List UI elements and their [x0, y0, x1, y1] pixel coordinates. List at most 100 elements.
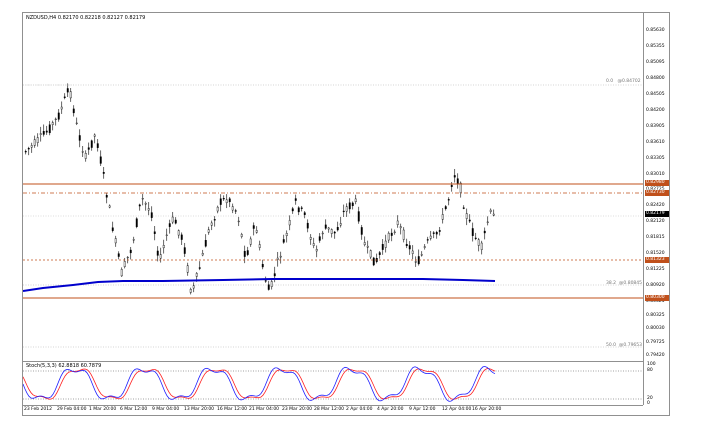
candle-body — [129, 249, 132, 254]
time-tick: 21 Mar 04:00 — [249, 407, 280, 412]
candle-body — [489, 209, 492, 212]
candle-body — [159, 254, 162, 259]
price-tick: 0.85630 — [646, 28, 665, 33]
candle-body — [87, 147, 90, 150]
candle-body — [117, 253, 120, 257]
price-tick: 0.82420 — [646, 203, 665, 208]
price-tick: 0.84800 — [646, 76, 665, 81]
candle-body — [126, 256, 129, 259]
candle-body — [147, 208, 150, 211]
candle-body — [246, 250, 249, 255]
candle-body — [450, 184, 453, 187]
candle-body — [360, 227, 363, 235]
osc-tick: 80 — [647, 368, 653, 373]
candle-body — [252, 225, 255, 229]
candle-body — [435, 232, 438, 235]
candle-body — [255, 230, 258, 233]
price-tick: 0.85355 — [646, 44, 665, 49]
time-tick: 16 Mar 12:00 — [217, 407, 248, 412]
candle-body — [168, 223, 171, 227]
stochastic-info: Stoch(5,3,3) 62.8818 60.7879 — [26, 363, 102, 369]
candle-body — [369, 250, 372, 258]
candle-body — [390, 232, 393, 236]
candle-body — [261, 263, 264, 268]
fib-label-38: 38.2 @0.80845 — [606, 281, 643, 286]
candle-body — [300, 207, 303, 209]
candle-body — [114, 238, 117, 244]
candle-body — [39, 133, 42, 135]
candle-body — [453, 175, 456, 178]
candle-body — [279, 255, 282, 258]
time-tick: 12 Apr 04:00 — [442, 407, 472, 412]
candle-body — [264, 280, 267, 282]
candle-body — [201, 253, 204, 256]
candle-body — [270, 281, 273, 287]
candle-body — [75, 122, 78, 124]
candle-body — [288, 220, 291, 226]
candle-body — [447, 199, 450, 201]
price-tick: 0.81815 — [646, 235, 665, 240]
candle-body — [408, 245, 411, 250]
price-chart-pane[interactable]: NZDUSD,H4 0.82170 0.82218 0.82127 0.8217… — [23, 13, 643, 358]
chart-window[interactable]: NZDUSD,H4 0.82170 0.82218 0.82127 0.8217… — [22, 12, 670, 416]
candle-body — [474, 237, 477, 239]
level-price-box: 0.81323 — [645, 257, 669, 263]
candle-body — [27, 148, 30, 150]
price-tick: 0.80920 — [646, 283, 665, 288]
candle-body — [186, 265, 189, 273]
time-scale[interactable]: 23 Feb 2012 29 Feb 04:00 1 Mar 20:00 6 M… — [23, 405, 643, 417]
candle-body — [459, 182, 462, 193]
time-tick: 4 Apr 20:00 — [377, 407, 404, 412]
candle-body — [336, 227, 339, 231]
candle-body — [324, 224, 327, 229]
price-tick: 0.80325 — [646, 313, 665, 318]
candle-body — [345, 206, 348, 212]
candle-body — [111, 227, 114, 231]
candle-body — [60, 106, 63, 110]
level-price-box: 0.80300 — [645, 295, 669, 301]
candle-body — [405, 244, 408, 247]
stochastic-chart — [23, 366, 643, 402]
level-price-box: 0.82980 — [645, 180, 669, 186]
price-tick: 0.84505 — [646, 92, 665, 97]
candle-body — [207, 229, 210, 233]
candle-body — [165, 234, 168, 236]
candle-body — [81, 151, 84, 153]
candle-body — [228, 198, 231, 203]
osc-tick: 20 — [647, 396, 653, 401]
stochastic-pane[interactable]: Stoch(5,3,3) 62.8818 60.7879 — [23, 361, 643, 406]
candle-body — [150, 212, 153, 218]
candle-body — [138, 204, 141, 207]
candle-body — [198, 267, 201, 269]
candle-body — [378, 252, 381, 255]
level-lines — [23, 84, 643, 299]
candle-body — [381, 244, 384, 250]
candle-body — [348, 202, 351, 210]
price-tick: 0.83010 — [646, 172, 665, 177]
price-scale[interactable]: 0.85630 0.85355 0.85095 0.84800 0.84505 … — [643, 13, 671, 406]
candle-body — [171, 216, 174, 223]
candle-body — [42, 131, 45, 135]
price-chart — [23, 83, 643, 348]
candle-body — [213, 219, 216, 221]
moving-average-line — [23, 278, 496, 292]
candle-body — [93, 134, 96, 137]
candle-body — [108, 205, 111, 208]
candle-body — [351, 202, 354, 207]
time-tick: 13 Mar 20:00 — [184, 407, 215, 412]
candle-body — [192, 285, 195, 289]
candle-body — [282, 239, 285, 243]
ma-path — [23, 278, 496, 292]
candle-body — [312, 243, 315, 246]
candle-body — [135, 218, 138, 228]
candle-body — [399, 226, 402, 229]
candle-body — [366, 245, 369, 248]
candle-body — [414, 261, 417, 263]
candle-body — [309, 237, 312, 240]
time-tick: 9 Mar 04:00 — [152, 407, 180, 412]
candle-body — [240, 234, 243, 237]
candle-body — [357, 211, 360, 222]
price-tick: 0.82725 — [646, 187, 665, 192]
candle-body — [204, 240, 207, 247]
candle-body — [24, 151, 27, 153]
